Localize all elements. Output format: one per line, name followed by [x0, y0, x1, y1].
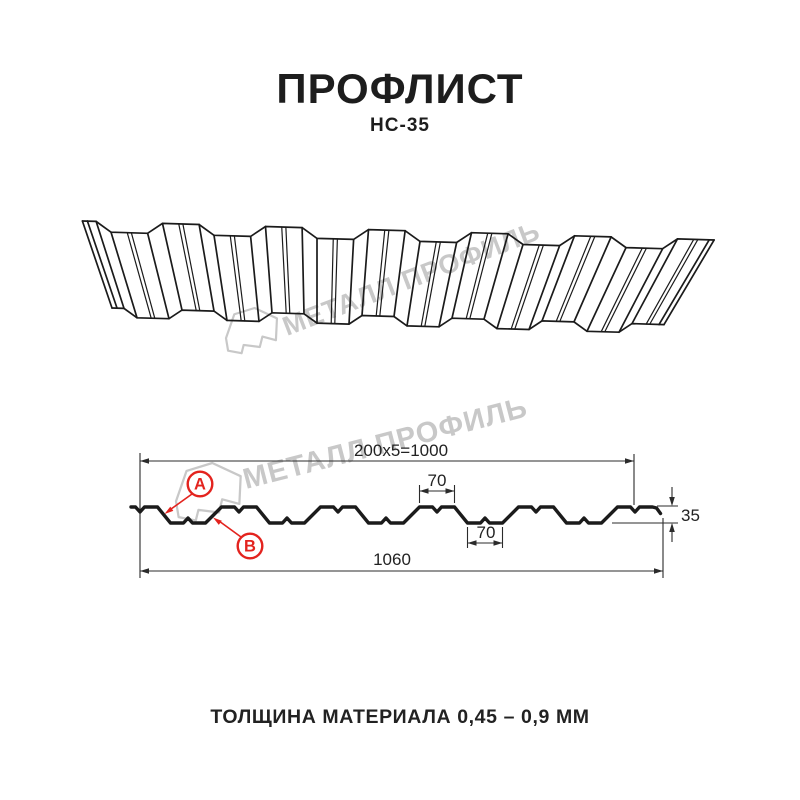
sheet-3d-view-fill — [82, 221, 715, 333]
marker-b-arrow — [218, 520, 242, 538]
brand-logo-icon — [224, 306, 279, 355]
dim-valley-width-label: 70 — [477, 523, 496, 542]
profile-model-subtitle: НС-35 — [370, 115, 430, 136]
material-thickness-note: ТОЛЩИНА МАТЕРИАЛА 0,45 – 0,9 ММ — [210, 706, 589, 728]
dim-crest-width-label: 70 — [428, 471, 447, 490]
cross-section-profile — [129, 505, 663, 525]
marker-a-label: А — [194, 476, 206, 494]
dim-pitch-label: 200x5=1000 — [354, 441, 448, 460]
dim-overall-width-label: 1060 — [373, 550, 411, 569]
marker-a-callout: А — [164, 470, 214, 514]
dim-height-label: 35 — [681, 506, 700, 525]
marker-b-arrowhead-icon — [213, 517, 222, 525]
dimension-lines — [139, 453, 678, 578]
page-title: ПРОФЛИСТ — [276, 65, 523, 112]
marker-b-circle — [236, 532, 264, 560]
marker-a-circle — [186, 470, 214, 498]
marker-a-arrow — [168, 493, 193, 512]
marker-a-arrowhead-icon — [164, 506, 174, 514]
marker-b-callout: В — [213, 517, 264, 560]
sheet-3d-view-lines — [81, 220, 715, 334]
marker-b-label: В — [244, 538, 256, 556]
